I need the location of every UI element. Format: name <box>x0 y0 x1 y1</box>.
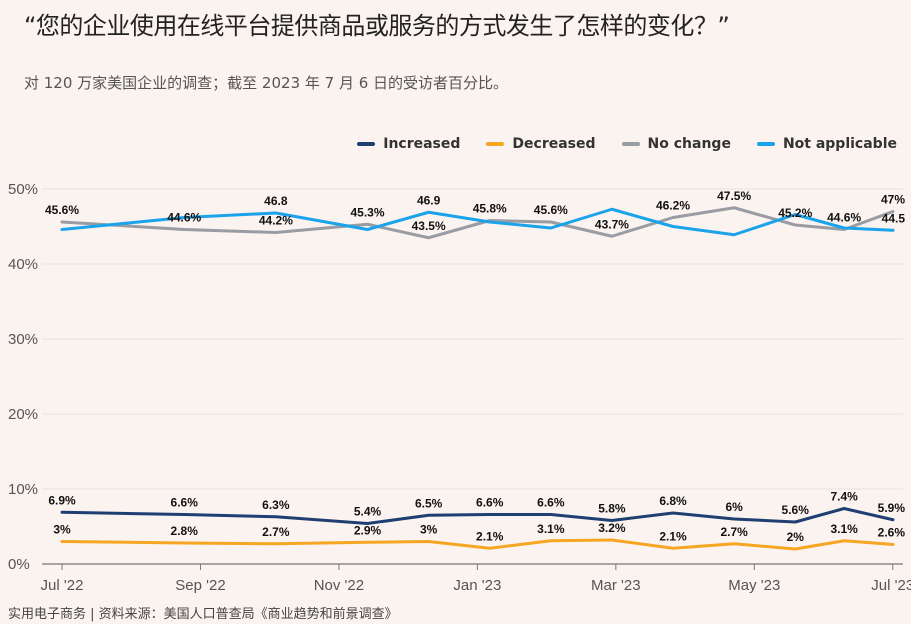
data-label-increased: 6.8% <box>659 494 687 508</box>
legend-label-increased: Increased <box>383 136 461 152</box>
data-label-decreased: 2.1% <box>659 529 687 543</box>
x-tick-label: Sep '22 <box>175 577 225 594</box>
data-label-no-change: 43.7% <box>595 217 629 231</box>
data-label-decreased: 3.2% <box>598 521 626 535</box>
legend-label-no-change: No change <box>647 136 731 152</box>
data-label-increased: 6.5% <box>415 496 443 510</box>
data-label-decreased: 2.1% <box>476 529 504 543</box>
data-label-no-change: 44.6% <box>167 211 201 225</box>
data-label-decreased: 3% <box>420 523 438 537</box>
x-tick-label: Jul '23 <box>871 577 911 594</box>
series-line-not-applicable <box>60 207 895 237</box>
data-label-not-applicable: 44.5 <box>882 211 906 225</box>
y-tick-label: 20% <box>8 406 38 423</box>
data-label-decreased: 2.7% <box>262 525 290 539</box>
legend-label-not-applicable: Not applicable <box>782 136 897 152</box>
legend: Increased Decreased No change Not applic… <box>357 136 897 152</box>
data-label-decreased: 2.9% <box>354 523 382 537</box>
data-label-increased: 5.6% <box>782 503 810 517</box>
data-label-no-change: 45.2% <box>778 206 812 220</box>
x-tick-label: Mar '23 <box>591 577 641 594</box>
data-label-no-change: 45.6% <box>45 203 79 217</box>
x-tick-label: May '23 <box>728 577 780 594</box>
legend-item-not-applicable[interactable]: Not applicable <box>756 136 897 152</box>
data-label-not-applicable: 46.8 <box>264 194 288 208</box>
data-label-no-change: 44.2% <box>259 214 293 228</box>
data-label-increased: 7.4% <box>830 490 858 504</box>
series-line-no-change <box>60 206 895 240</box>
y-tick-label: 50% <box>8 181 38 198</box>
x-tick-label: Jan '23 <box>453 577 501 594</box>
legend-swatch-increased <box>357 142 376 146</box>
data-label-decreased: 2% <box>787 530 805 544</box>
data-label-increased: 5.9% <box>878 501 906 515</box>
series-line-increased <box>60 507 895 525</box>
data-label-no-change: 44.6% <box>827 211 861 225</box>
y-tick-label: 10% <box>8 481 38 498</box>
data-label-increased: 6.3% <box>262 498 290 512</box>
data-label-decreased: 2.8% <box>171 524 199 538</box>
data-label-decreased: 3% <box>53 523 71 537</box>
data-label-increased: 6.6% <box>476 496 504 510</box>
data-label-increased: 6% <box>725 500 743 514</box>
x-tick-label: Jul '22 <box>41 577 84 594</box>
data-label-decreased: 3.1% <box>537 522 565 536</box>
legend-label-decreased: Decreased <box>512 136 596 152</box>
data-label-decreased: 2.6% <box>878 526 906 540</box>
data-label-no-change: 45.6% <box>534 203 568 217</box>
chart-subtitle: 对 120 万家美国企业的调查；截至 2023 年 7 月 6 日的受访者百分比… <box>24 74 509 92</box>
legend-swatch-not-applicable <box>756 142 775 146</box>
x-tick-label: Nov '22 <box>314 577 364 594</box>
chart-title: “您的企业使用在线平台提供商品或服务的方式发生了怎样的变化？” <box>24 12 730 40</box>
data-label-increased: 5.4% <box>354 505 382 519</box>
legend-item-decreased[interactable]: Decreased <box>486 136 596 152</box>
y-tick-label: 40% <box>8 256 38 273</box>
data-label-decreased: 3.1% <box>830 522 858 536</box>
legend-swatch-decreased <box>486 142 505 146</box>
series-line-decreased <box>60 538 895 551</box>
chart-footer: 实用电子商务 | 资料来源：美国人口普查局《商业趋势和前景调查》 <box>8 607 398 622</box>
legend-swatch-no-change <box>621 142 640 146</box>
data-label-decreased: 2.7% <box>720 525 748 539</box>
data-label-no-change: 47% <box>881 193 905 207</box>
data-label-increased: 6.9% <box>48 493 76 507</box>
legend-item-increased[interactable]: Increased <box>357 136 460 152</box>
data-label-no-change: 45.3% <box>350 205 384 219</box>
data-label-increased: 5.8% <box>598 502 626 516</box>
legend-item-no-change[interactable]: No change <box>621 136 731 152</box>
data-label-no-change: 46.2% <box>656 199 690 213</box>
y-tick-label: 0% <box>8 556 30 573</box>
data-label-increased: 6.6% <box>171 496 199 510</box>
data-label-no-change: 45.8% <box>473 202 507 216</box>
data-label-no-change: 43.5% <box>412 219 446 233</box>
data-label-not-applicable: 46.9 <box>417 193 441 207</box>
y-tick-label: 30% <box>8 331 38 348</box>
data-label-increased: 6.6% <box>537 496 565 510</box>
data-label-no-change: 47.5% <box>717 189 751 203</box>
